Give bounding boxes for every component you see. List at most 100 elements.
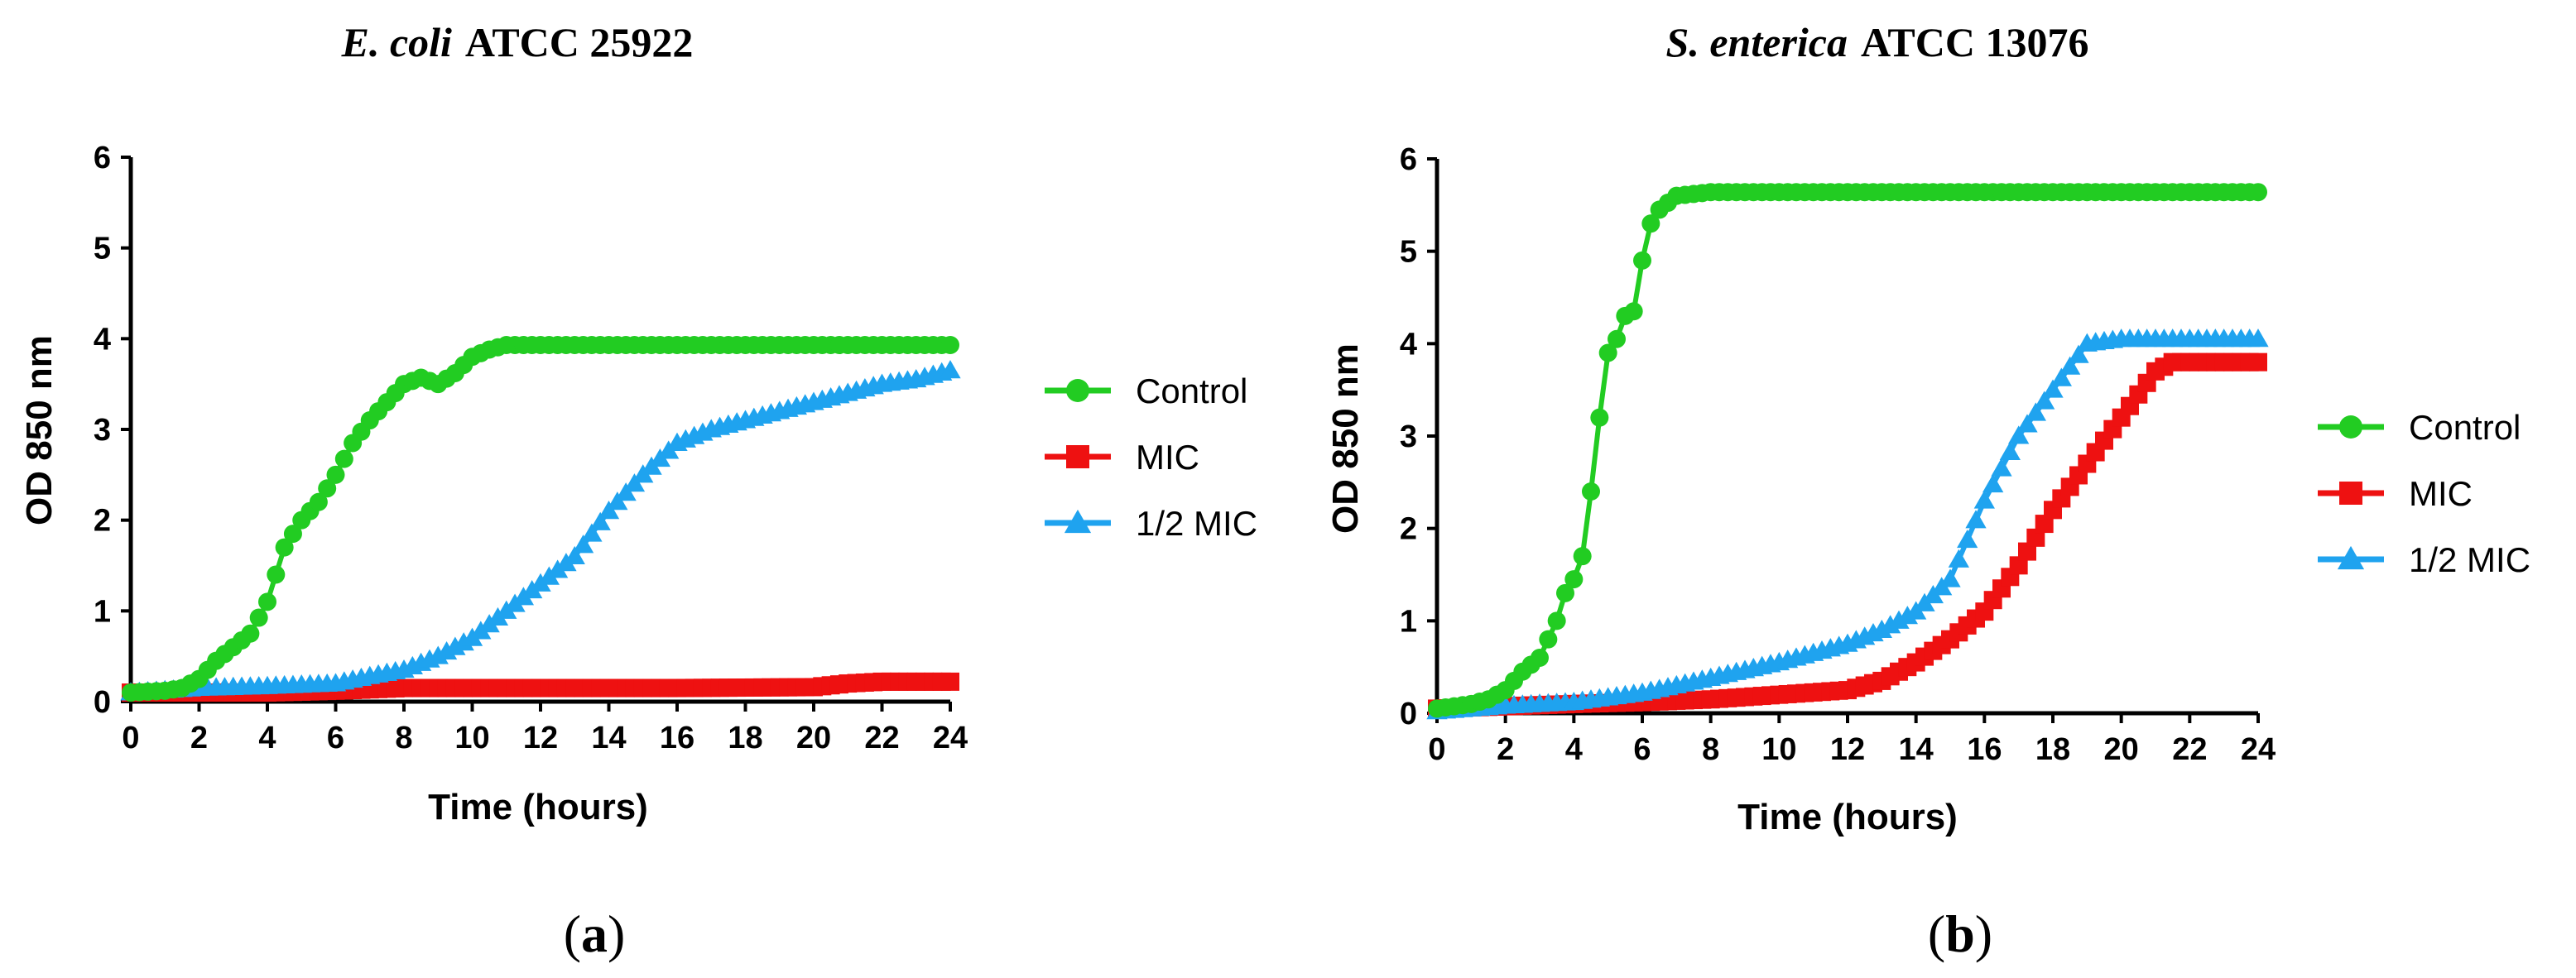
data-point [941, 336, 959, 355]
chart-title: S. enterica ATCC 13076 [1666, 19, 2089, 65]
legend-label: Control [1136, 372, 1247, 410]
panel-label-letter: a [581, 904, 608, 963]
data-point [589, 511, 611, 530]
x-tick-label: 2 [1497, 732, 1514, 767]
legend-label: 1/2 MIC [1136, 504, 1257, 543]
data-point [1564, 570, 1584, 589]
legend-item: 1/2 MIC [1045, 504, 1257, 543]
data-point [1547, 611, 1566, 630]
y-tick-label: 0 [1400, 697, 1417, 731]
data-point [249, 608, 268, 627]
x-tick-label: 16 [1967, 732, 2002, 767]
chart-title-rest: ATCC 25922 [465, 19, 693, 65]
y-tick-label: 5 [94, 232, 111, 266]
x-tick-label: 20 [2104, 732, 2139, 767]
data-point [1939, 568, 1961, 587]
data-point [581, 523, 603, 542]
x-tick-label: 24 [2241, 732, 2276, 767]
panel-label: (a) [564, 904, 626, 963]
data-point [258, 592, 276, 611]
y-tick-label: 3 [94, 413, 111, 448]
x-tick-label: 18 [2035, 732, 2070, 767]
data-point [940, 360, 961, 379]
x-tick-label: 20 [796, 721, 831, 755]
data-point [1957, 529, 1978, 549]
y-tick-label: 4 [1400, 327, 1417, 362]
y-tick-label: 2 [94, 504, 111, 539]
data-point [1973, 490, 1995, 509]
x-tick-label: 22 [864, 721, 899, 755]
legend-item: Control [2318, 408, 2521, 447]
series-control [1428, 183, 2267, 718]
data-point [1608, 329, 1626, 348]
data-point [2247, 328, 2269, 348]
series-line [130, 367, 951, 695]
series-mic [1428, 352, 2267, 718]
data-point [564, 545, 585, 565]
legend-label: MIC [1136, 438, 1199, 477]
x-tick-label: 12 [1830, 732, 1865, 767]
data-point [1582, 482, 1600, 501]
x-tick-label: 6 [327, 721, 344, 755]
data-point [241, 624, 260, 643]
x-tick-label: 10 [1761, 732, 1796, 767]
data-point [1991, 458, 2012, 477]
data-point [1590, 408, 1609, 427]
data-point [2026, 528, 2045, 547]
x-tick-label: 6 [1633, 732, 1651, 767]
data-point [1888, 610, 1910, 629]
legend-marker [2339, 415, 2362, 439]
x-tick-label: 10 [454, 721, 489, 755]
legend-marker [1064, 509, 1092, 534]
chart-panel-a: E. coli ATCC 25922 0 2 4 6 8 10 12 14 16 18 20 22 24… [19, 19, 1257, 963]
y-tick-label: 6 [1400, 142, 1417, 177]
legend-marker [1066, 379, 1089, 402]
data-point [1896, 606, 1918, 625]
y-axis-label: OD 850 nm [1325, 343, 1366, 534]
data-point [2059, 356, 2081, 375]
y-tick-label: 1 [94, 594, 111, 629]
y-tick-label: 2 [1400, 512, 1417, 547]
y-tick-label: 6 [94, 141, 111, 175]
data-point [1999, 441, 2021, 461]
y-tick-label: 3 [1400, 419, 1417, 454]
x-tick-label: 8 [395, 721, 412, 755]
data-point [2068, 344, 2089, 363]
data-point [318, 479, 337, 498]
series-1-2-mic [120, 360, 961, 701]
data-point [2016, 414, 2038, 433]
x-axis-label: Time (hours) [428, 787, 648, 827]
series-layer [1426, 183, 2269, 720]
x-axis-label: Time (hours) [1737, 797, 1958, 837]
data-point [1598, 343, 1617, 362]
data-point [2249, 183, 2267, 202]
chart-title: E. coli ATCC 25922 [341, 19, 694, 65]
chart-title-italic: E. coli [341, 19, 452, 65]
x-tick-label: 22 [2172, 732, 2207, 767]
y-tick-label: 0 [94, 685, 111, 720]
legend-label: Control [2409, 408, 2521, 447]
data-point [2025, 402, 2046, 421]
data-point [1573, 547, 1592, 566]
data-point [2018, 542, 2036, 561]
x-tick-label: 14 [1899, 732, 1934, 767]
legend-label: 1/2 MIC [2409, 540, 2530, 579]
data-point [2009, 556, 2028, 575]
x-tick-label: 2 [190, 721, 208, 755]
legend-item: 1/2 MIC [2318, 540, 2530, 579]
data-point [2008, 425, 2030, 444]
y-tick-label: 5 [1400, 235, 1417, 270]
data-point [2050, 367, 2072, 386]
x-tick-label: 14 [591, 721, 626, 755]
data-point [326, 465, 345, 484]
data-point [1556, 583, 1574, 602]
data-point [283, 525, 302, 544]
chart-title-italic: S. enterica [1666, 19, 1848, 65]
data-point [1539, 630, 1558, 649]
data-point [1965, 510, 1987, 529]
legend-marker [1066, 445, 1089, 468]
x-tick-label: 4 [1565, 732, 1583, 767]
y-tick-label: 4 [94, 322, 111, 357]
y-axis-label: OD 850 nm [19, 335, 60, 525]
